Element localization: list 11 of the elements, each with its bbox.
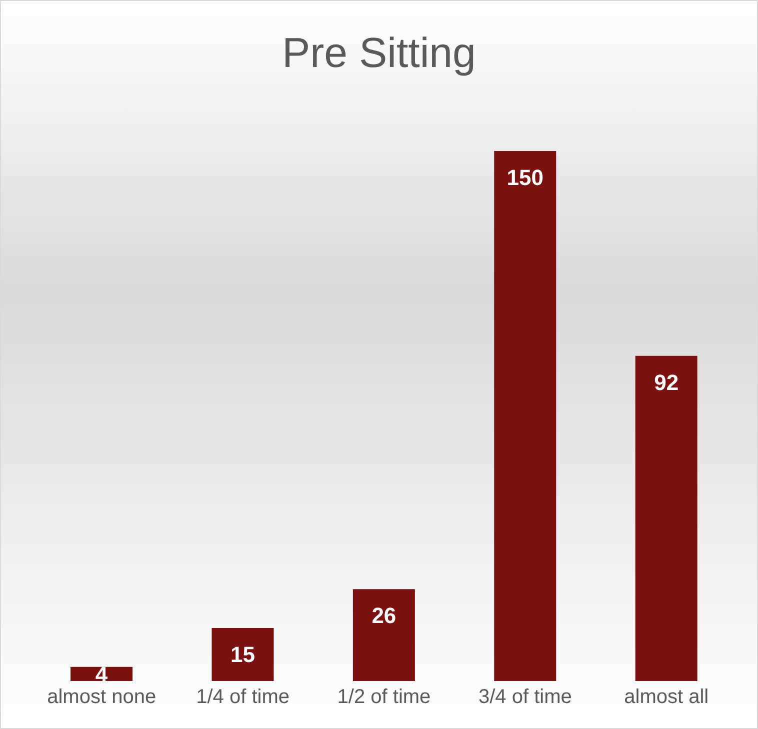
data-label: 26 xyxy=(372,603,396,628)
data-label: 15 xyxy=(230,642,255,667)
data-label: 150 xyxy=(506,165,544,190)
x-tick-label: 1/4 of time xyxy=(196,686,290,708)
chart-title: Pre Sitting xyxy=(281,28,477,76)
data-label: 4 xyxy=(95,662,108,687)
x-tick-label: 1/2 of time xyxy=(337,686,431,708)
x-tick-label: 3/4 of time xyxy=(478,686,572,708)
data-label: 92 xyxy=(654,370,679,395)
x-tick-label: almost none xyxy=(47,686,156,708)
x-tick-label: almost all xyxy=(624,686,709,708)
